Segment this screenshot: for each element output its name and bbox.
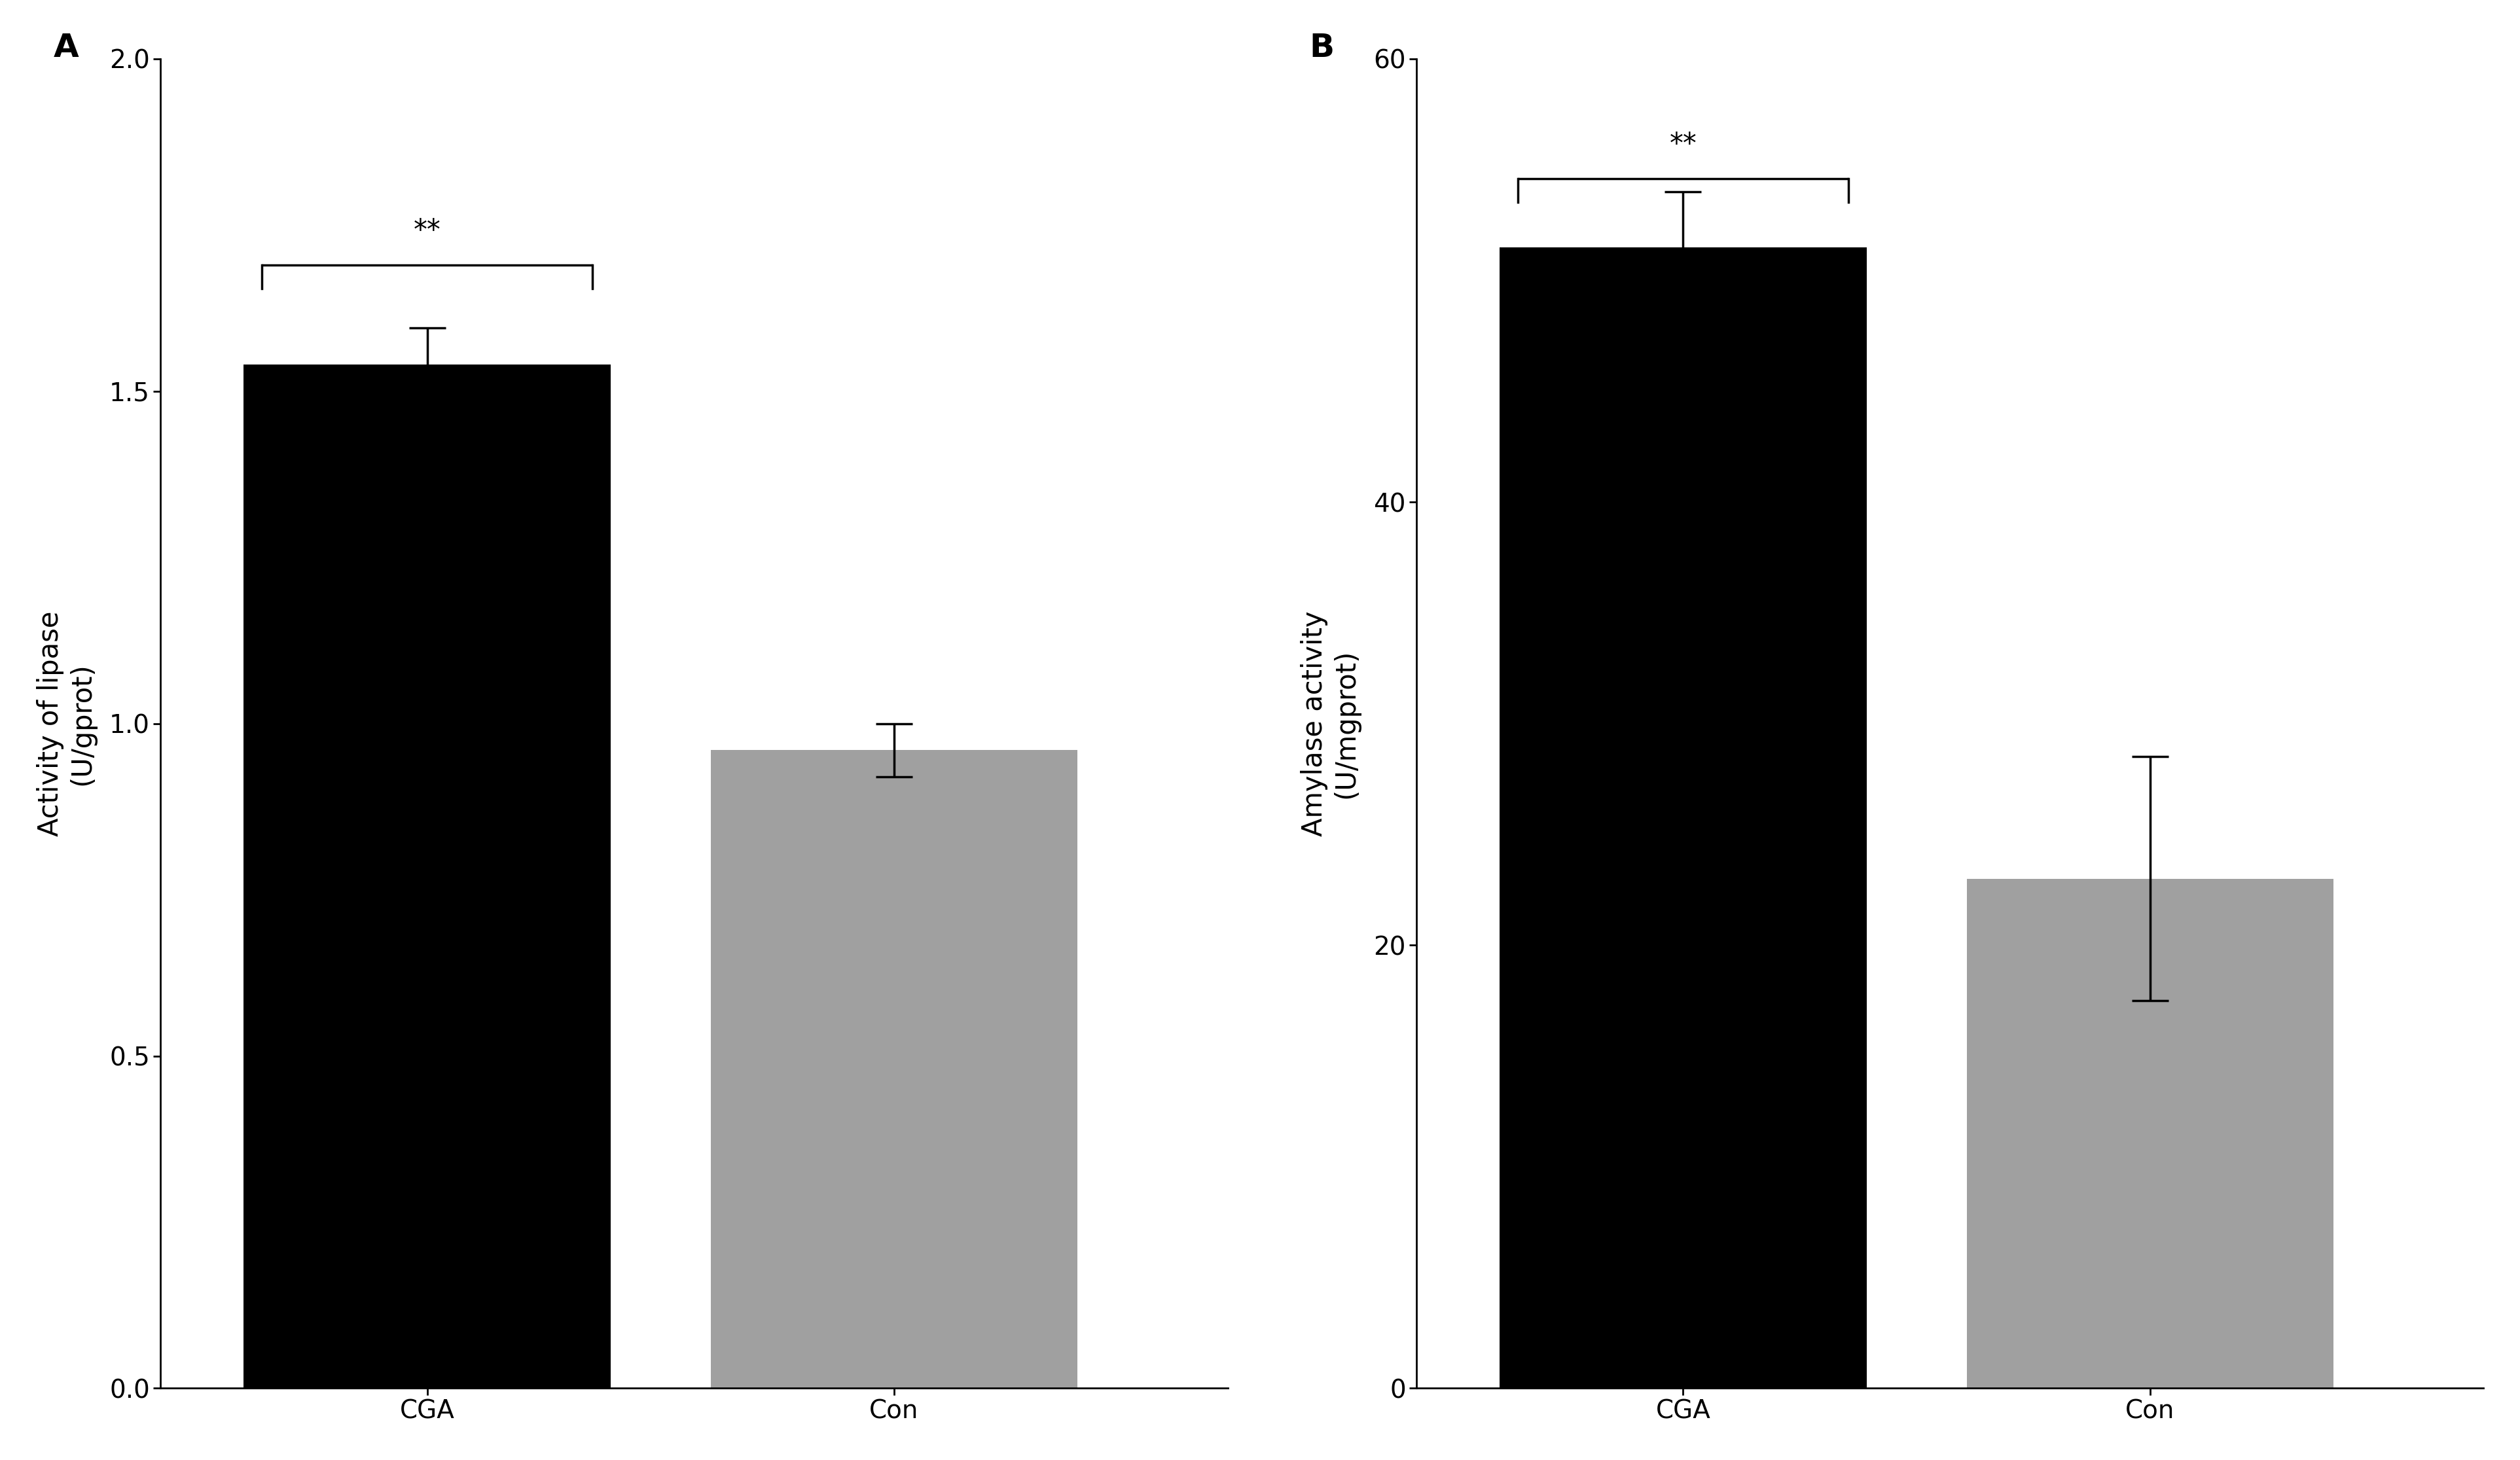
Bar — [1499, 247, 1867, 1388]
Bar — [711, 750, 1079, 1388]
Text: B: B — [1310, 32, 1336, 64]
Bar — [1966, 879, 2334, 1388]
Y-axis label: Activity of lipase
(U/gprot): Activity of lipase (U/gprot) — [35, 610, 96, 837]
Text: A: A — [53, 32, 78, 64]
Bar — [244, 365, 610, 1388]
Text: **: ** — [1668, 131, 1696, 159]
Text: **: ** — [413, 218, 441, 245]
Y-axis label: Amylase activity
(U/mgprot): Amylase activity (U/mgprot) — [1300, 610, 1361, 837]
